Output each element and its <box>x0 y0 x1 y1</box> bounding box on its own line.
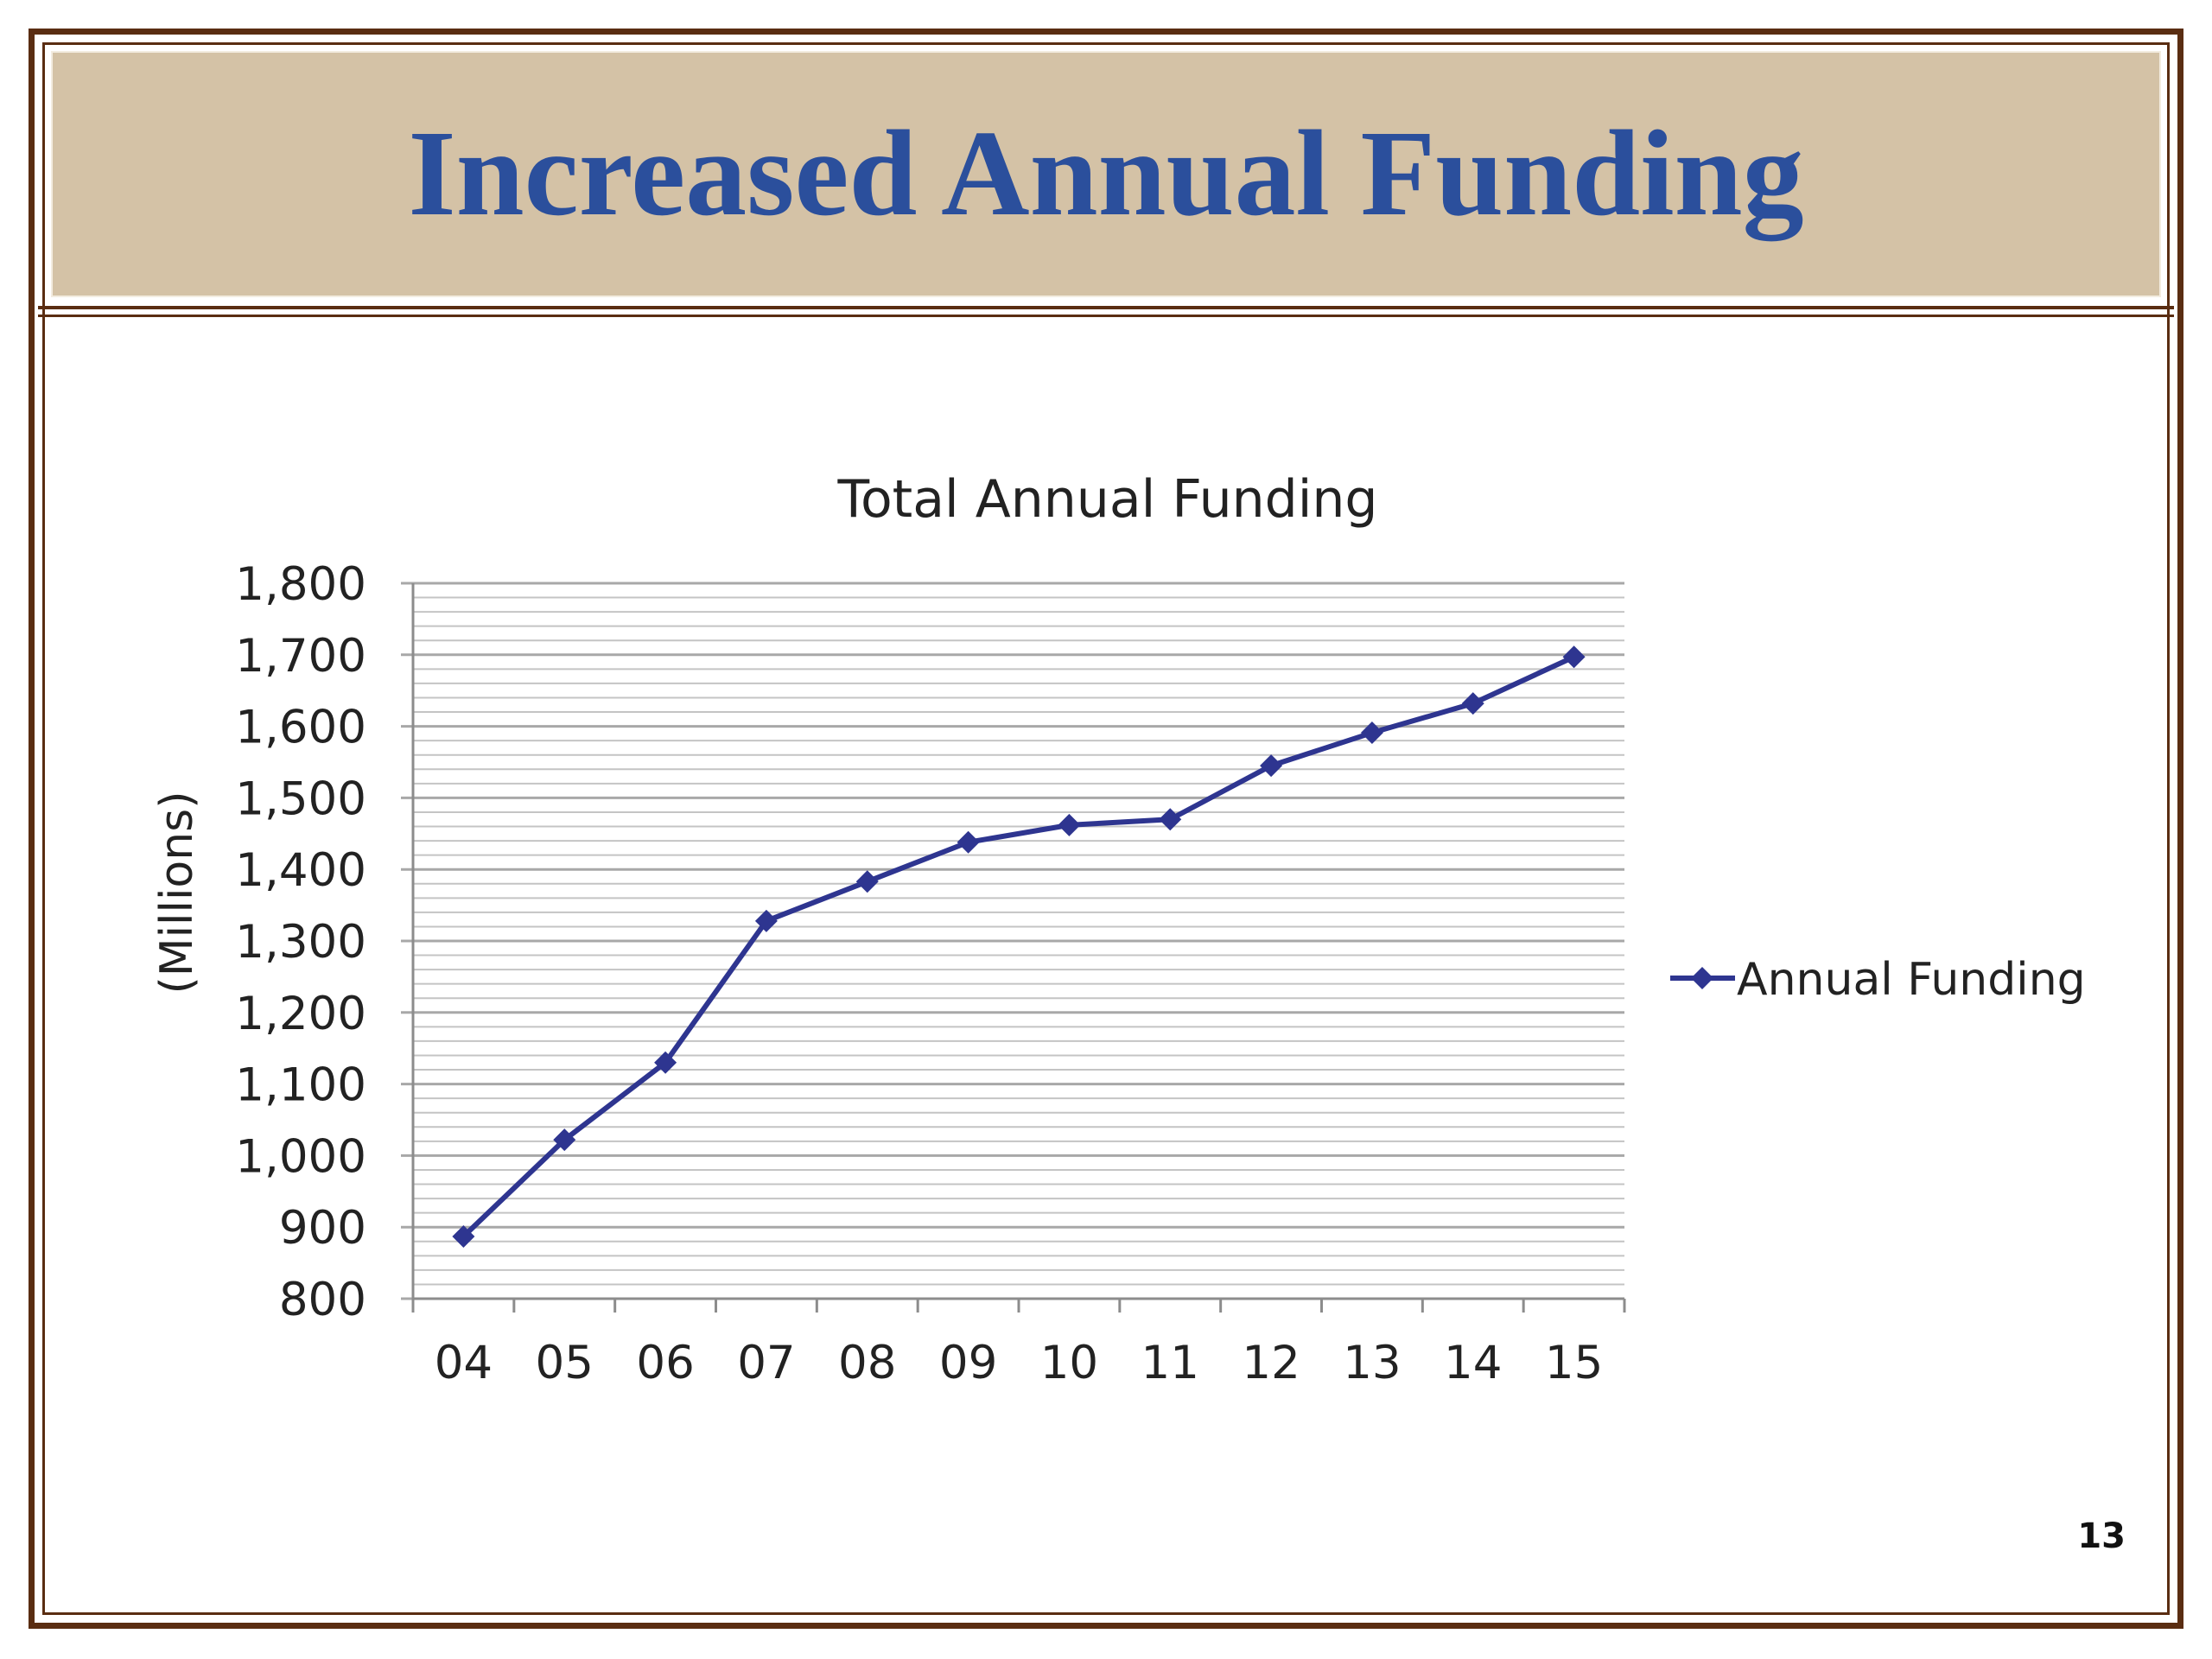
y-tick-label: 1,200 <box>235 988 366 1040</box>
y-tick-label: 1,500 <box>235 772 366 825</box>
x-tick-label: 11 <box>1141 1337 1199 1389</box>
page-number: 13 <box>2077 1516 2126 1556</box>
data-point-marker <box>957 830 980 854</box>
x-tick-label: 09 <box>939 1337 997 1389</box>
y-tick-label: 1,300 <box>235 916 366 969</box>
y-tick-labels: 800 900 1,000 1,100 1,200 1,300 1,400 1,500 1,60… <box>235 558 366 1326</box>
x-tick-label: 08 <box>838 1337 896 1389</box>
title-band <box>51 51 2161 297</box>
data-point-marker <box>855 870 879 893</box>
slide-frame-outer <box>29 29 2183 1629</box>
data-point-marker <box>1360 721 1383 745</box>
data-point-marker <box>553 1128 576 1152</box>
x-tick-label: 10 <box>1040 1337 1098 1389</box>
y-tick-label: 1,800 <box>235 558 366 611</box>
x-tick-label: 14 <box>1444 1337 1502 1389</box>
y-tick-label: 800 <box>279 1274 366 1326</box>
slide-title: Increased Annual Funding <box>408 105 1804 241</box>
title-band-divider-secondary <box>38 315 2174 317</box>
data-point-marker <box>654 1051 677 1074</box>
legend: Annual Funding <box>1670 954 2086 1006</box>
x-tick-labels: 04 05 06 07 08 09 10 11 12 13 14 15 <box>435 1337 1604 1389</box>
x-tick-label: 12 <box>1242 1337 1300 1389</box>
data-point-marker <box>452 1224 475 1248</box>
y-tick-label: 1,400 <box>235 844 366 897</box>
data-point-marker <box>1058 813 1081 836</box>
chart-title: Total Annual Funding <box>837 469 1378 530</box>
x-tick-label: 13 <box>1343 1337 1401 1389</box>
axes <box>411 583 1626 1313</box>
y-axis-label: (Millions) <box>151 791 203 994</box>
series-line <box>461 654 1575 1239</box>
data-point-marker <box>1159 808 1182 831</box>
data-point-marker <box>1260 754 1283 778</box>
y-tick-label: 900 <box>279 1202 366 1255</box>
legend-marker <box>1691 967 1713 989</box>
y-tick-label: 1,100 <box>235 1059 366 1112</box>
x-tick-label: 05 <box>536 1337 594 1389</box>
data-point-marker <box>1461 692 1484 715</box>
legend-label: Annual Funding <box>1737 954 2086 1006</box>
x-tick-label: 15 <box>1545 1337 1603 1389</box>
series-annual-funding <box>452 645 1586 1248</box>
x-tick-label: 04 <box>435 1337 493 1389</box>
data-point-marker <box>1562 645 1586 669</box>
data-point-marker <box>754 909 778 932</box>
y-tick-label: 1,600 <box>235 702 366 754</box>
y-tick-label: 1,000 <box>235 1130 366 1183</box>
gridlines <box>401 582 1624 1300</box>
y-tick-label: 1,700 <box>235 630 366 683</box>
x-tick-label: 06 <box>636 1337 694 1389</box>
title-band-divider <box>38 306 2174 309</box>
slide-frame-inner <box>42 42 2170 1615</box>
x-tick-label: 07 <box>737 1337 795 1389</box>
